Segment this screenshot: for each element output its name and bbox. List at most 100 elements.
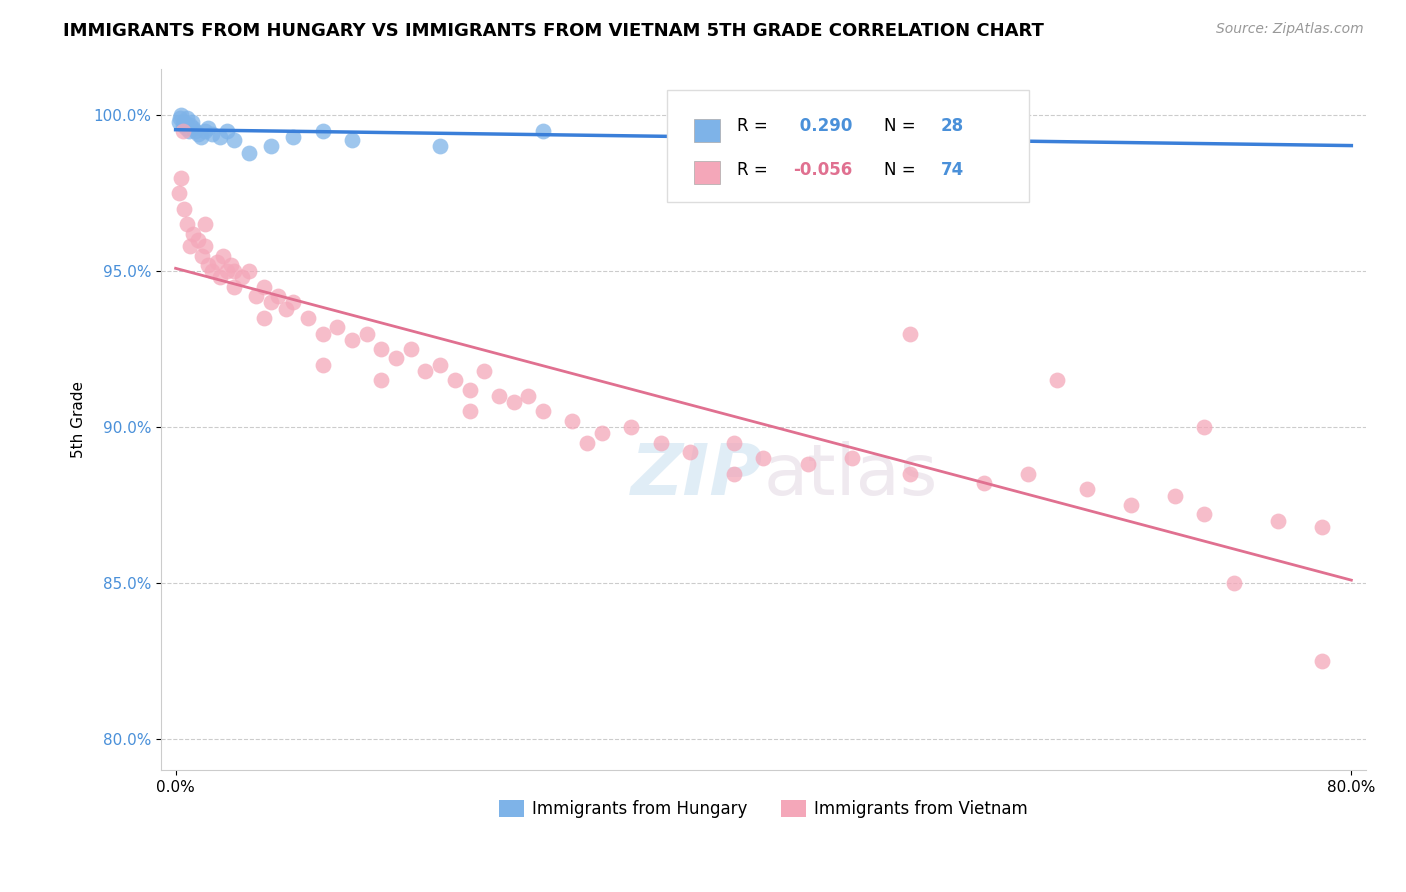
Point [167,186,190,201]
Point [429,139,451,153]
Point [224,133,246,147]
Point [1119,498,1142,512]
Point [179,118,201,132]
Point [517,389,540,403]
Point [221,258,243,272]
Point [591,426,613,441]
Point [311,326,333,341]
Point [973,476,995,491]
Point [1076,483,1098,497]
Point [190,130,212,145]
Point [326,320,349,334]
Text: 28: 28 [941,117,963,135]
Point [752,451,775,466]
Point [370,342,392,356]
Point [179,239,201,253]
Point [197,120,219,135]
Point [267,289,290,303]
Point [679,114,702,128]
Point [429,358,451,372]
Point [311,358,333,372]
Point [215,124,238,138]
Point [444,373,467,387]
Text: 0.290: 0.290 [793,117,852,135]
Point [796,458,818,472]
Point [187,233,209,247]
Point [176,112,198,126]
Point [723,435,745,450]
Point [472,364,495,378]
Point [205,255,228,269]
Point [561,414,583,428]
Legend: Immigrants from Hungary, Immigrants from Vietnam: Immigrants from Hungary, Immigrants from… [492,793,1035,825]
Point [245,289,267,303]
Point [1194,508,1216,522]
Point [900,326,922,341]
Point [194,124,217,138]
FancyBboxPatch shape [693,161,720,185]
Point [283,295,305,310]
Point [172,124,194,138]
Point [502,395,524,409]
Point [201,127,224,141]
Point [531,404,554,418]
Point [415,364,437,378]
Point [1223,576,1246,591]
Y-axis label: 5th Grade: 5th Grade [72,381,86,458]
Point [1017,467,1039,481]
Point [274,301,297,316]
Point [169,112,191,126]
Point [260,139,283,153]
Point [231,270,253,285]
Point [340,333,363,347]
Point [173,202,195,216]
Point [283,130,305,145]
Point [173,114,195,128]
Point [1310,654,1333,668]
Point [458,383,481,397]
Text: R =: R = [737,161,773,179]
FancyBboxPatch shape [693,119,720,142]
Text: N =: N = [884,117,921,135]
Point [194,218,217,232]
Point [1267,514,1289,528]
Point [215,264,238,278]
Text: atlas: atlas [763,441,938,510]
Point [238,145,260,160]
Point [531,124,554,138]
Point [679,445,702,459]
Point [253,279,276,293]
Point [187,127,209,141]
Point [458,404,481,418]
Point [576,435,599,450]
Point [211,249,233,263]
Point [385,351,408,366]
Point [172,118,194,132]
Point [1046,373,1069,387]
Point [224,279,246,293]
Point [201,264,224,278]
Point [208,130,231,145]
Point [488,389,510,403]
Point [177,124,200,138]
Point [900,467,922,481]
Point [399,342,422,356]
Point [620,420,643,434]
Point [183,124,205,138]
Point [650,435,672,450]
Text: ZIP: ZIP [631,441,763,510]
Point [176,218,198,232]
Point [356,326,378,341]
Point [180,114,202,128]
Point [340,133,363,147]
Point [297,310,319,325]
Point [174,120,197,135]
Text: Source: ZipAtlas.com: Source: ZipAtlas.com [1216,22,1364,37]
Point [260,295,283,310]
Point [181,227,204,241]
Text: 74: 74 [941,161,965,179]
Text: IMMIGRANTS FROM HUNGARY VS IMMIGRANTS FROM VIETNAM 5TH GRADE CORRELATION CHART: IMMIGRANTS FROM HUNGARY VS IMMIGRANTS FR… [63,22,1045,40]
Point [167,114,190,128]
FancyBboxPatch shape [666,89,1029,202]
Point [841,451,863,466]
